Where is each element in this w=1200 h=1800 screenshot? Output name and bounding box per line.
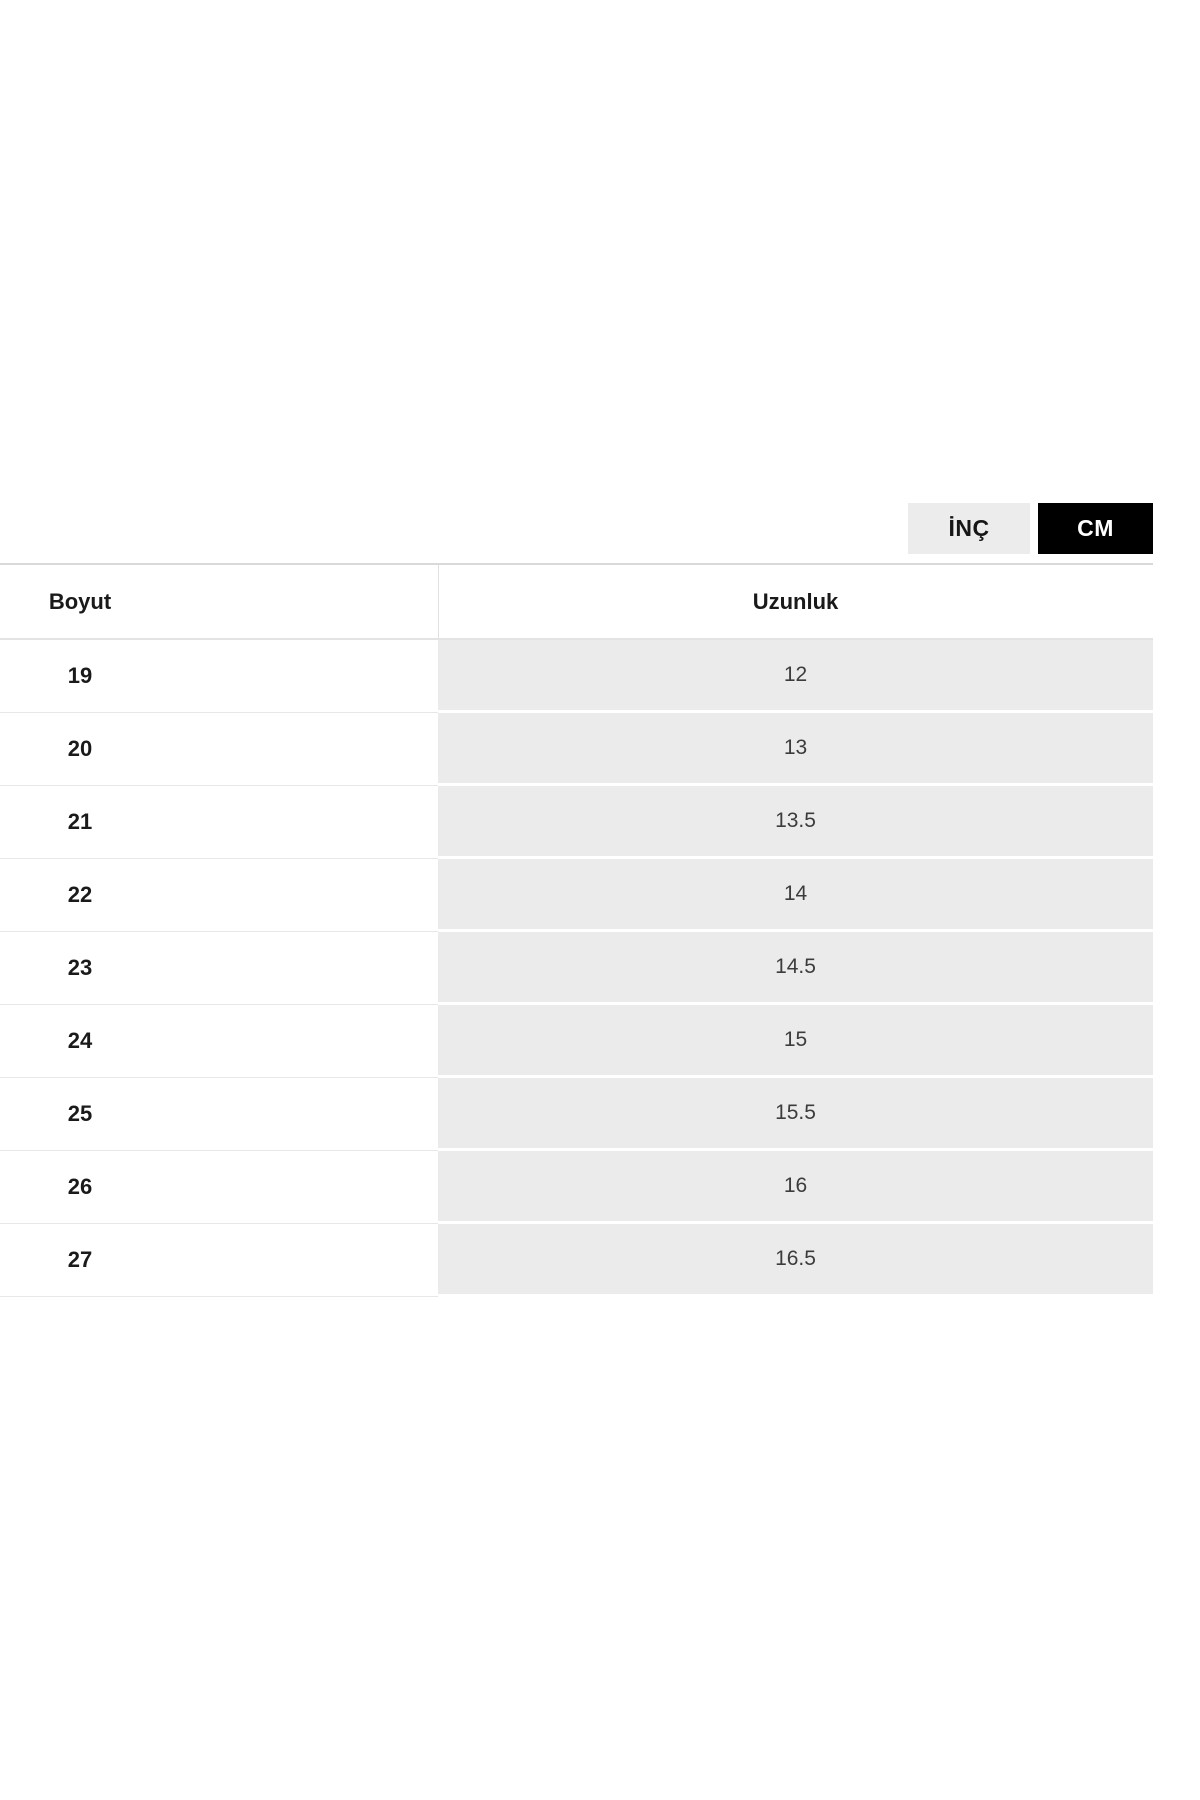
- length-cell: 14: [438, 859, 1153, 932]
- size-value: 21: [67, 809, 93, 834]
- size-value: 25: [67, 1101, 93, 1126]
- size-value: 22: [67, 882, 93, 907]
- table-row: 21 13.5: [0, 786, 1153, 859]
- length-cell: 13.5: [438, 786, 1153, 859]
- size-value: 24: [67, 1028, 93, 1053]
- table-row: 27 16.5: [0, 1224, 1153, 1297]
- size-cell: 25: [0, 1078, 438, 1151]
- size-value: 26: [67, 1174, 93, 1199]
- unit-toggle-inch-button[interactable]: İNÇ: [908, 503, 1030, 554]
- size-value: 27: [67, 1247, 93, 1272]
- unit-toggle-cm-button[interactable]: CM: [1038, 503, 1153, 554]
- size-value: 20: [67, 736, 93, 761]
- column-divider: [438, 565, 439, 638]
- length-cell: 15.5: [438, 1078, 1153, 1151]
- size-cell: 19: [0, 640, 438, 713]
- length-cell: 16: [438, 1151, 1153, 1224]
- length-cell: 15: [438, 1005, 1153, 1078]
- table-row: 20 13: [0, 713, 1153, 786]
- table-row: 19 12: [0, 640, 1153, 713]
- size-table: Boyut Uzunluk 19 12 20 13 21 13.5 22: [0, 563, 1153, 1297]
- table-row: 22 14: [0, 859, 1153, 932]
- length-cell: 16.5: [438, 1224, 1153, 1297]
- size-cell: 22: [0, 859, 438, 932]
- size-value: 19: [67, 663, 93, 688]
- table-row: 23 14.5: [0, 932, 1153, 1005]
- size-cell: 24: [0, 1005, 438, 1078]
- length-cell: 13: [438, 713, 1153, 786]
- table-row: 25 15.5: [0, 1078, 1153, 1151]
- length-cell: 12: [438, 640, 1153, 713]
- column-header-length: Uzunluk: [752, 588, 839, 614]
- size-cell: 27: [0, 1224, 438, 1297]
- table-row: 24 15: [0, 1005, 1153, 1078]
- length-cell: 14.5: [438, 932, 1153, 1005]
- size-cell: 23: [0, 932, 438, 1005]
- size-cell: 21: [0, 786, 438, 859]
- size-cell: 26: [0, 1151, 438, 1224]
- size-value: 23: [67, 955, 93, 980]
- table-row: 26 16: [0, 1151, 1153, 1224]
- size-cell: 20: [0, 713, 438, 786]
- column-header-size: Boyut: [48, 588, 112, 614]
- table-header-row: Boyut Uzunluk: [0, 563, 1153, 640]
